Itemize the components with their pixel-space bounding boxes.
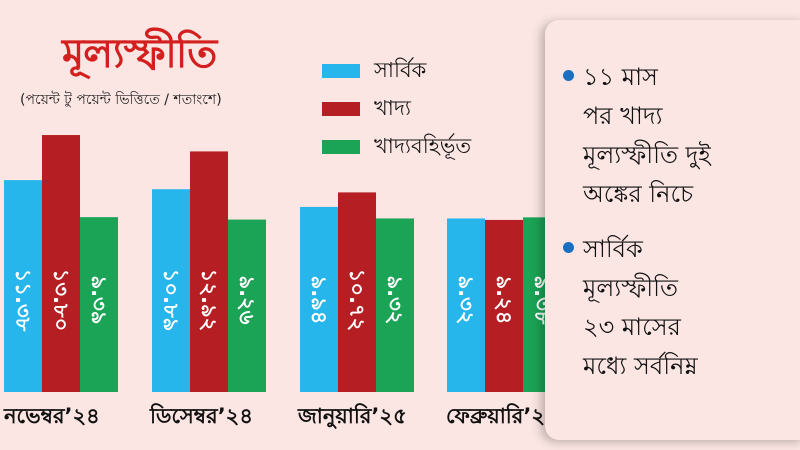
- legend-label-food: খাদ্য: [374, 95, 412, 120]
- note-item: সার্বিক মূল্যস্ফীতি ২৩ মাসের মধ্যে সর্বন…: [563, 230, 798, 386]
- bullet-icon: [563, 242, 574, 253]
- notes-panel: ১১ মাস পর খাদ্য মূল্যস্ফীতি দুই অঙ্কের ন…: [545, 20, 800, 440]
- data-label-food-0: ১৩.৮০: [49, 269, 73, 332]
- bar-food-2: [338, 192, 376, 392]
- bar-nonfood-0: [80, 217, 118, 392]
- legend-label-nonfood: খাদ্যবহির্ভূত: [374, 133, 472, 158]
- legend-swatch-food: [322, 102, 360, 116]
- note-text: ১১ মাস পর খাদ্য মূল্যস্ফীতি দুই অঙ্কের ন…: [583, 63, 711, 208]
- legend-swatch-overall: [322, 64, 360, 78]
- data-label-food-3: ৯.২৪: [492, 276, 516, 325]
- data-label-nonfood-2: ৯.৩২: [383, 276, 407, 325]
- legend-swatch-nonfood: [322, 140, 360, 154]
- bar-food-1: [190, 151, 228, 392]
- category-label-jan: জানুয়ারি’২৫: [298, 404, 407, 428]
- bullet-icon: [563, 70, 574, 81]
- note-item: ১১ মাস পর খাদ্য মূল্যস্ফীতি দুই অঙ্কের ন…: [563, 58, 798, 214]
- chart-subtitle: (পয়েন্ট টু পয়েন্ট ভিত্তিতে / শতাংশে): [20, 92, 222, 108]
- legend: সার্বিক খাদ্য খাদ্যবহির্ভূত: [322, 52, 471, 166]
- data-label-overall-3: ৯.৩২: [454, 276, 478, 325]
- data-label-nonfood-1: ৯.২৬: [235, 276, 259, 325]
- data-label-overall-1: ১০.৮৯: [159, 269, 183, 332]
- bar-overall-0: [4, 180, 42, 392]
- note-text: সার্বিক মূল্যস্ফীতি ২৩ মাসের মধ্যে সর্বন…: [583, 235, 698, 380]
- category-label-nov: নভেম্বর’২৪: [4, 404, 100, 428]
- chart-title: মূল্যস্ফীতি: [62, 31, 217, 77]
- bar-food-3: [485, 219, 523, 392]
- category-label-dec: ডিসেম্বর’২৪: [150, 404, 253, 428]
- bar-overall-2: [300, 206, 338, 392]
- legend-item-overall: সার্বিক: [322, 52, 471, 90]
- data-label-nonfood-0: ৯.৩৯: [87, 276, 111, 325]
- legend-label-overall: সার্বিক: [374, 57, 427, 82]
- data-label-food-2: ১০.৭২: [345, 269, 369, 332]
- data-label-overall-2: ৯.৯৪: [307, 276, 331, 325]
- category-label-feb: ফেব্রুয়ারি’২৫: [446, 404, 559, 428]
- bar-food-0: [42, 135, 80, 392]
- data-label-food-1: ১২.৯২: [197, 269, 221, 332]
- bar-overall-1: [152, 189, 190, 392]
- bar-nonfood-2: [376, 218, 414, 392]
- bar-nonfood-1: [228, 219, 266, 392]
- legend-item-food: খাদ্য: [322, 90, 471, 128]
- bar-overall-3: [447, 218, 485, 392]
- data-label-overall-0: ১১.৩৮: [11, 269, 35, 332]
- legend-item-nonfood: খাদ্যবহির্ভূত: [322, 128, 471, 166]
